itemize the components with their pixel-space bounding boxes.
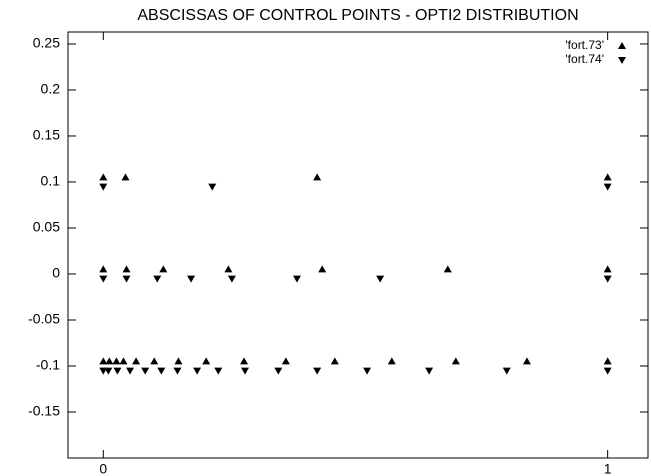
legend-label: 'fort.73' xyxy=(565,38,604,52)
point xyxy=(363,367,372,375)
point xyxy=(603,275,612,283)
point xyxy=(141,367,150,375)
point xyxy=(122,265,131,273)
point xyxy=(105,357,114,365)
point xyxy=(318,265,327,273)
y-tick-label: 0.15 xyxy=(33,127,60,143)
point xyxy=(121,173,130,181)
point xyxy=(603,183,612,191)
point xyxy=(99,275,108,283)
point xyxy=(99,173,108,181)
point xyxy=(193,367,202,375)
point xyxy=(224,265,233,273)
chart-title: ABSCISSAS OF CONTROL POINTS - OPTI2 DIST… xyxy=(137,7,578,24)
point xyxy=(281,357,290,365)
point xyxy=(99,265,108,273)
point xyxy=(174,357,183,365)
legend-marker xyxy=(618,57,626,64)
point xyxy=(376,275,385,283)
point xyxy=(330,357,339,365)
point xyxy=(113,367,122,375)
point xyxy=(159,265,168,273)
point xyxy=(274,367,283,375)
point xyxy=(202,357,211,365)
point xyxy=(126,367,135,375)
y-tick-label: -0.15 xyxy=(28,403,60,419)
y-tick-label: 0.05 xyxy=(33,219,60,235)
x-tick-label: 0 xyxy=(99,461,107,476)
point xyxy=(173,367,182,375)
point xyxy=(603,367,612,375)
point xyxy=(313,173,322,181)
point xyxy=(240,357,249,365)
point xyxy=(150,357,159,365)
point xyxy=(119,357,128,365)
point xyxy=(157,367,166,375)
point xyxy=(603,173,612,181)
y-tick-label: 0 xyxy=(52,265,60,281)
point xyxy=(387,357,396,365)
point xyxy=(104,367,113,375)
point xyxy=(99,367,108,375)
point xyxy=(187,275,196,283)
point xyxy=(153,275,162,283)
point xyxy=(313,367,322,375)
point xyxy=(112,357,121,365)
point xyxy=(522,357,531,365)
point xyxy=(214,367,223,375)
x-tick-label: 1 xyxy=(604,461,612,476)
point xyxy=(425,367,434,375)
legend-marker xyxy=(618,42,626,49)
legend-label: 'fort.74' xyxy=(565,52,604,66)
point xyxy=(603,265,612,273)
point xyxy=(451,357,460,365)
point xyxy=(292,275,301,283)
point xyxy=(99,183,108,191)
point xyxy=(208,183,217,191)
y-tick-label: 0.2 xyxy=(41,81,61,97)
point xyxy=(122,275,131,283)
point xyxy=(443,265,452,273)
point xyxy=(241,367,250,375)
plot-border xyxy=(67,31,649,459)
y-tick-label: 0.1 xyxy=(41,173,61,189)
point xyxy=(502,367,511,375)
point xyxy=(603,357,612,365)
y-tick-label: -0.1 xyxy=(36,357,60,373)
y-tick-label: 0.25 xyxy=(33,35,60,51)
point xyxy=(227,275,236,283)
point xyxy=(99,357,108,365)
point xyxy=(132,357,141,365)
y-tick-label: -0.05 xyxy=(28,311,60,327)
